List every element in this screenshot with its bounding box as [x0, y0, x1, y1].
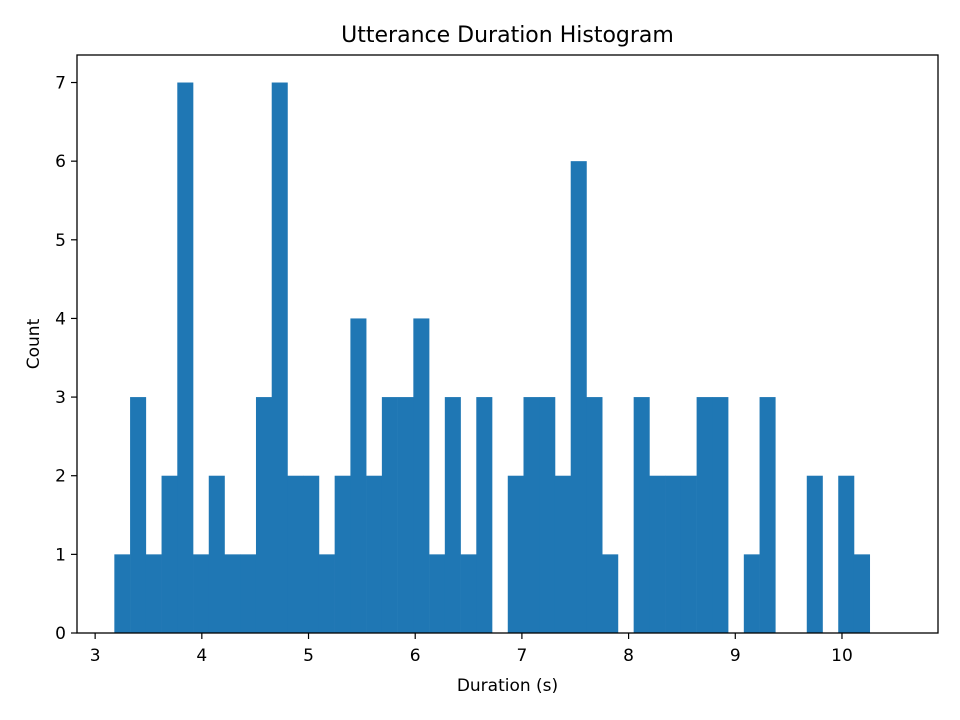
histogram-bar	[680, 475, 697, 633]
histogram-bar	[649, 475, 666, 633]
histogram-bar	[665, 475, 682, 633]
plot-frame	[76, 54, 939, 634]
histogram-bar	[523, 397, 540, 633]
x-tick-label: 4	[196, 646, 207, 666]
x-tick-label: 10	[831, 646, 853, 666]
histogram-bar	[208, 475, 225, 633]
y-tick-label: 5	[55, 231, 66, 251]
histogram-bar	[759, 397, 776, 633]
x-tick-label: 9	[730, 646, 741, 666]
histogram-bar	[366, 475, 383, 633]
histogram-bar	[255, 397, 273, 633]
histogram-bar	[177, 82, 194, 633]
histogram-bar	[507, 475, 524, 633]
histogram-bar	[712, 397, 729, 633]
histogram-bar	[633, 397, 650, 633]
x-tick-label: 5	[303, 646, 314, 666]
histogram-bar	[696, 397, 713, 633]
histogram-bar	[130, 397, 147, 633]
histogram-bar	[806, 475, 823, 633]
histogram-bar	[114, 554, 131, 633]
histogram-bar	[444, 397, 461, 633]
histogram-bar	[318, 554, 335, 633]
x-tick-label: 3	[90, 646, 101, 666]
histogram-bar	[145, 554, 162, 633]
histogram-bar	[271, 82, 288, 633]
histogram-bar	[240, 554, 257, 633]
histogram-bar	[539, 397, 556, 633]
histogram-bar	[429, 554, 446, 633]
y-tick-label: 3	[55, 388, 66, 408]
y-tick-label: 1	[55, 545, 66, 565]
histogram-bar	[287, 475, 304, 633]
x-tick-label: 7	[516, 646, 527, 666]
histogram-bar	[334, 475, 351, 633]
histogram-bar	[161, 475, 178, 633]
histogram-bar	[413, 318, 430, 633]
histogram-bar	[350, 318, 367, 633]
y-tick-label: 4	[55, 309, 66, 329]
histogram-bar	[602, 554, 619, 633]
bars-group	[114, 82, 871, 633]
histogram-bar	[743, 554, 760, 633]
y-tick-label: 6	[55, 152, 66, 172]
histogram-bar	[224, 554, 241, 633]
histogram-bar	[381, 397, 398, 633]
x-axis-ticks: 3 4 5 6 7 8 9 10	[90, 633, 853, 666]
y-axis-ticks: 0 1 2 3 4 5 6 7	[55, 74, 77, 644]
y-tick-label: 2	[55, 467, 66, 487]
histogram-bar	[586, 397, 603, 633]
histogram-bar	[554, 475, 572, 633]
x-tick-label: 8	[623, 646, 634, 666]
histogram-bar	[853, 554, 871, 633]
y-tick-label: 0	[55, 624, 66, 644]
histogram-bar	[838, 475, 855, 633]
histogram-bar	[193, 554, 210, 633]
histogram-bar	[476, 397, 493, 633]
histogram-bar	[570, 161, 587, 633]
chart-title: Utterance Duration Histogram	[341, 23, 674, 48]
x-tick-label: 6	[410, 646, 421, 666]
y-tick-label: 7	[55, 74, 66, 94]
histogram-bar	[303, 475, 320, 633]
y-axis-label: Count	[24, 318, 44, 369]
histogram-bar	[460, 554, 477, 633]
x-axis-label: Duration (s)	[457, 676, 558, 696]
histogram-bar	[397, 397, 414, 633]
